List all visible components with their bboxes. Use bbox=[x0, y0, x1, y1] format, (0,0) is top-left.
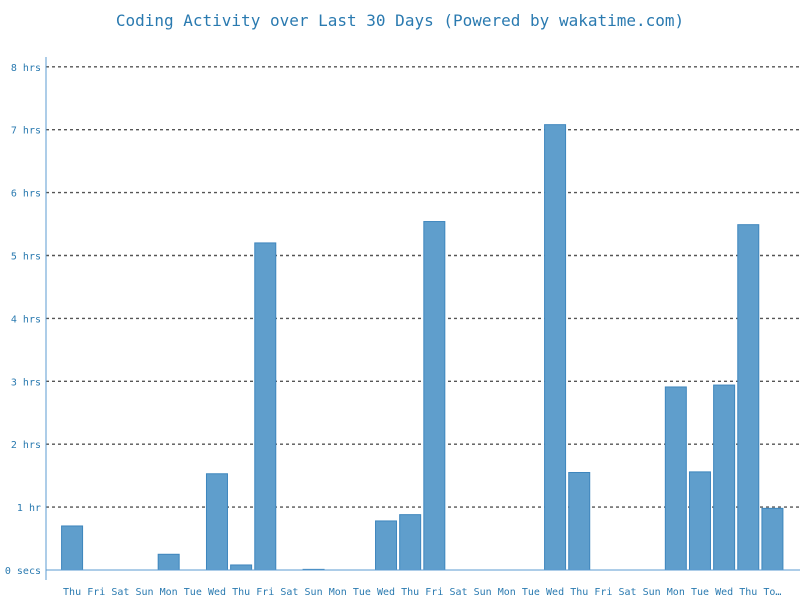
bar bbox=[737, 224, 760, 571]
bar bbox=[157, 553, 180, 571]
axes bbox=[45, 57, 800, 580]
bar bbox=[375, 520, 398, 571]
bar bbox=[61, 525, 84, 571]
bar bbox=[399, 514, 422, 571]
x-tick-label: Thu bbox=[63, 587, 81, 598]
x-tick-label: Sun bbox=[305, 587, 323, 598]
bar bbox=[713, 384, 736, 571]
bar bbox=[568, 472, 591, 571]
x-tick-label: Tue bbox=[522, 587, 540, 598]
x-tick-label: Sat bbox=[111, 587, 129, 598]
x-tick-label: Mon bbox=[329, 587, 347, 598]
x-tick-label: Thu bbox=[570, 587, 588, 598]
y-tick-label: 5 hrs bbox=[11, 252, 41, 263]
x-tick-label: Sat bbox=[280, 587, 298, 598]
bar bbox=[664, 386, 687, 571]
gridlines bbox=[46, 66, 800, 508]
x-tick-label: Tue bbox=[691, 587, 709, 598]
x-tick-label: Thu bbox=[739, 587, 757, 598]
x-tick-label: Sun bbox=[135, 587, 153, 598]
y-tick-label: 8 hrs bbox=[11, 63, 41, 74]
x-tick-label: Tue bbox=[353, 587, 371, 598]
bar bbox=[688, 471, 711, 571]
x-tick-label: Sat bbox=[618, 587, 636, 598]
x-tick-label: Wed bbox=[208, 587, 226, 598]
x-tick-label: Sun bbox=[474, 587, 492, 598]
x-tick-label: Mon bbox=[667, 587, 685, 598]
x-tick-label: Wed bbox=[546, 587, 564, 598]
bar bbox=[254, 242, 277, 571]
x-axis-tick-labels: Thu Fri Sat Sun Mon Tue Wed Thu Fri Sat Sun Mon Tue W… bbox=[63, 587, 781, 598]
y-tick-label: 1 hr bbox=[17, 503, 41, 514]
x-tick-label: To… bbox=[763, 587, 781, 598]
x-tick-label: Mon bbox=[160, 587, 178, 598]
x-tick-label: Wed bbox=[715, 587, 733, 598]
y-axis-tick-labels: 0 secs 1 hr 2 hrs 3 hrs 4 hrs 5 hrs 6 hrs 7 hrs… bbox=[5, 63, 41, 577]
x-tick-label: Mon bbox=[498, 587, 516, 598]
y-tick-label: 6 hrs bbox=[11, 189, 41, 200]
x-tick-label: Sat bbox=[449, 587, 467, 598]
y-tick-label: 4 hrs bbox=[11, 314, 41, 325]
x-tick-label: Thu bbox=[232, 587, 250, 598]
bar bbox=[230, 564, 253, 571]
x-tick-label: Fri bbox=[425, 587, 443, 598]
y-tick-label: 3 hrs bbox=[11, 377, 41, 388]
x-tick-label: Fri bbox=[87, 587, 105, 598]
bar bbox=[761, 507, 784, 571]
y-tick-label: 2 hrs bbox=[11, 440, 41, 451]
bar bbox=[544, 124, 567, 571]
x-tick-label: Wed bbox=[377, 587, 395, 598]
x-tick-label: Thu bbox=[401, 587, 419, 598]
y-tick-label: 0 secs bbox=[5, 566, 41, 577]
y-tick-label: 7 hrs bbox=[11, 126, 41, 137]
bars bbox=[61, 124, 784, 571]
bar bbox=[423, 221, 446, 571]
x-tick-label: Fri bbox=[594, 587, 612, 598]
x-tick-label: Sun bbox=[643, 587, 661, 598]
x-tick-label: Fri bbox=[256, 587, 274, 598]
bar bbox=[205, 473, 228, 571]
x-tick-label: Tue bbox=[184, 587, 202, 598]
chart-title: Coding Activity over Last 30 Days (Power… bbox=[116, 11, 684, 30]
